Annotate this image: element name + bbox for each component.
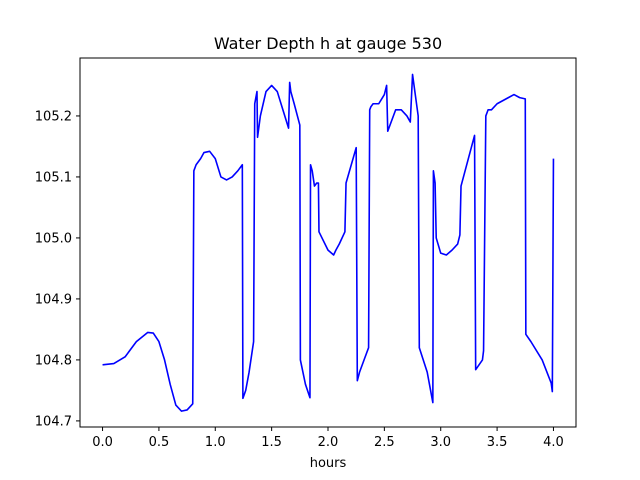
x-tick-label: 1.0: [205, 435, 226, 450]
series-line-0: [102, 73, 555, 412]
y-tick-label: 104.8: [35, 353, 72, 368]
x-tick-label: 0.5: [149, 435, 170, 450]
x-axis-label: hours: [310, 456, 347, 471]
x-tick-label: 3.0: [430, 435, 451, 450]
y-tick-label: 105.0: [35, 231, 72, 246]
x-tick-label: 1.5: [261, 435, 282, 450]
y-tick-label: 104.9: [35, 292, 72, 307]
chart-title: Water Depth h at gauge 530: [214, 34, 442, 53]
y-axis: 104.7 104.8 104.9 105.0 105.1 105.2: [35, 109, 80, 429]
plot-area: [102, 73, 555, 412]
y-tick-label: 105.1: [35, 170, 72, 185]
y-tick-label: 104.7: [35, 414, 72, 429]
x-tick-label: 2.5: [374, 435, 395, 450]
x-tick-label: 3.5: [487, 435, 508, 450]
x-tick-label: 4.0: [543, 435, 564, 450]
x-axis: 0.0 0.5 1.0 1.5 2.0 2.5 3.0 3.5 4.0: [92, 427, 564, 450]
y-tick-label: 105.2: [35, 109, 72, 124]
x-tick-label: 0.0: [92, 435, 113, 450]
x-tick-label: 2.0: [318, 435, 339, 450]
